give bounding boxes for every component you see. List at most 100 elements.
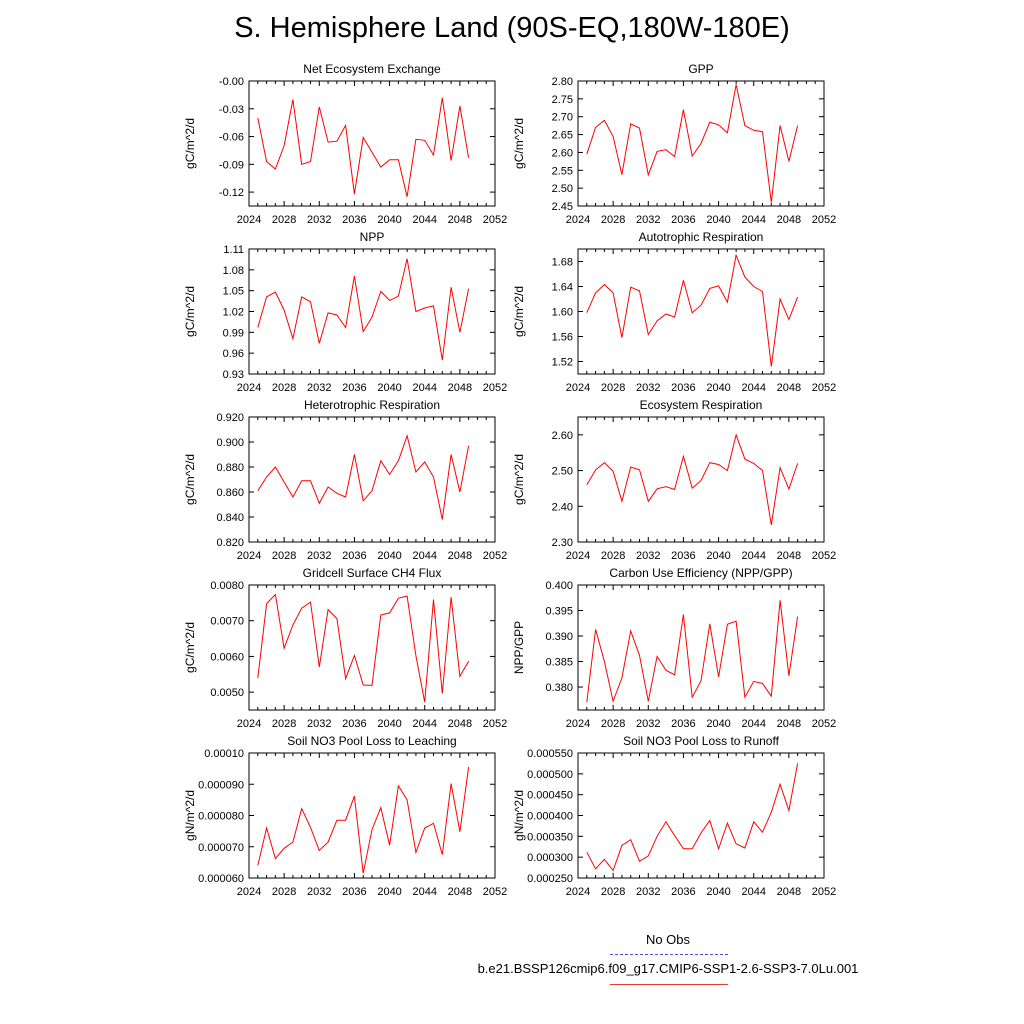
x-tick-label-npp: 2040 — [377, 382, 401, 394]
panel-frame-gridcell-surface-ch4-flux — [248, 584, 496, 711]
y-tick-label-gpp: 2.60 — [552, 147, 573, 159]
panel-title-gridcell-surface-ch4-flux: Gridcell Surface CH4 Flux — [303, 566, 442, 580]
x-tick-label-soil-no3-pool-loss-to-runoff: 2028 — [601, 886, 625, 898]
x-tick-label-carbon-use-efficiency-npp-gpp: 2044 — [741, 718, 765, 730]
x-tick-label-gpp: 2036 — [671, 214, 695, 226]
x-tick-label-net-ecosystem-exchange: 2040 — [377, 214, 401, 226]
y-axis-label-net-ecosystem-exchange: gC/m^2/d — [183, 118, 197, 169]
x-tick-label-npp: 2048 — [448, 382, 472, 394]
y-tick-label-gridcell-surface-ch4-flux: 0.0050 — [210, 687, 244, 699]
y-axis-label-npp: gC/m^2/d — [183, 286, 197, 337]
y-tick-label-carbon-use-efficiency-npp-gpp: 0.395 — [545, 606, 573, 618]
series-line-net-ecosystem-exchange — [257, 97, 470, 197]
y-tick-label-gpp: 2.70 — [552, 112, 573, 124]
y-tick-label-npp: 1.02 — [223, 307, 244, 319]
x-tick-label-carbon-use-efficiency-npp-gpp: 2036 — [671, 718, 695, 730]
x-tick-label-npp: 2024 — [237, 382, 261, 394]
y-tick-label-ecosystem-respiration: 2.60 — [552, 430, 573, 442]
series-line-autotrophic-respiration — [586, 253, 799, 367]
y-tick-label-net-ecosystem-exchange: -0.09 — [219, 159, 244, 171]
series-line-soil-no3-pool-loss-to-leaching — [257, 767, 470, 874]
x-tick-label-gridcell-surface-ch4-flux: 2028 — [272, 718, 296, 730]
x-tick-label-gridcell-surface-ch4-flux: 2048 — [448, 718, 472, 730]
x-tick-label-gridcell-surface-ch4-flux: 2044 — [412, 718, 436, 730]
x-tick-label-autotrophic-respiration: 2048 — [777, 382, 801, 394]
legend-obs-swatch — [610, 954, 728, 955]
x-tick-label-carbon-use-efficiency-npp-gpp: 2032 — [636, 718, 660, 730]
y-axis-label-autotrophic-respiration: gC/m^2/d — [512, 286, 526, 337]
y-tick-label-soil-no3-pool-loss-to-runoff: 0.000300 — [527, 852, 573, 864]
panel-frame-carbon-use-efficiency-npp-gpp — [577, 584, 825, 711]
y-tick-label-carbon-use-efficiency-npp-gpp: 0.400 — [545, 580, 573, 592]
y-axis-label-soil-no3-pool-loss-to-leaching: gN/m^2/d — [183, 790, 197, 841]
y-tick-label-gpp: 2.65 — [552, 130, 573, 142]
series-line-heterotrophic-respiration — [257, 434, 470, 520]
x-tick-label-autotrophic-respiration: 2032 — [636, 382, 660, 394]
x-tick-label-ecosystem-respiration: 2052 — [812, 550, 836, 562]
y-axis-label-gpp: gC/m^2/d — [512, 118, 526, 169]
series-line-npp — [257, 258, 470, 361]
y-tick-label-autotrophic-respiration: 1.60 — [552, 307, 573, 319]
x-tick-label-gpp: 2028 — [601, 214, 625, 226]
y-tick-label-ecosystem-respiration: 2.30 — [552, 537, 573, 549]
x-tick-label-soil-no3-pool-loss-to-runoff: 2044 — [741, 886, 765, 898]
y-tick-label-net-ecosystem-exchange: -0.12 — [219, 187, 244, 199]
y-tick-label-ecosystem-respiration: 2.40 — [552, 501, 573, 513]
x-tick-label-gridcell-surface-ch4-flux: 2052 — [483, 718, 507, 730]
x-tick-label-carbon-use-efficiency-npp-gpp: 2052 — [812, 718, 836, 730]
x-tick-label-npp: 2044 — [412, 382, 436, 394]
y-tick-label-npp: 1.11 — [223, 244, 244, 256]
x-tick-label-heterotrophic-respiration: 2032 — [307, 550, 331, 562]
y-tick-label-npp: 0.96 — [223, 348, 244, 360]
x-tick-label-soil-no3-pool-loss-to-runoff: 2032 — [636, 886, 660, 898]
series-line-carbon-use-efficiency-npp-gpp — [586, 600, 799, 704]
x-tick-label-gpp: 2052 — [812, 214, 836, 226]
panel-frame-net-ecosystem-exchange — [248, 80, 496, 207]
legend-case-label: b.e21.BSSP126cmip6.f09_g17.CMIP6-SSP1-2.… — [477, 961, 859, 976]
x-tick-label-net-ecosystem-exchange: 2044 — [412, 214, 436, 226]
x-tick-label-soil-no3-pool-loss-to-leaching: 2036 — [342, 886, 366, 898]
panel-title-soil-no3-pool-loss-to-runoff: Soil NO3 Pool Loss to Runoff — [623, 734, 780, 748]
x-tick-label-heterotrophic-respiration: 2044 — [412, 550, 436, 562]
x-tick-label-heterotrophic-respiration: 2024 — [237, 550, 261, 562]
y-axis-label-carbon-use-efficiency-npp-gpp: NPP/GPP — [512, 621, 526, 674]
x-tick-label-soil-no3-pool-loss-to-runoff: 2036 — [671, 886, 695, 898]
y-tick-label-carbon-use-efficiency-npp-gpp: 0.390 — [545, 631, 573, 643]
y-axis-label-heterotrophic-respiration: gC/m^2/d — [183, 454, 197, 505]
series-line-gridcell-surface-ch4-flux — [257, 593, 470, 703]
x-tick-label-soil-no3-pool-loss-to-leaching: 2032 — [307, 886, 331, 898]
y-tick-label-heterotrophic-respiration: 0.880 — [216, 462, 244, 474]
x-tick-label-npp: 2028 — [272, 382, 296, 394]
x-tick-label-net-ecosystem-exchange: 2032 — [307, 214, 331, 226]
x-tick-label-carbon-use-efficiency-npp-gpp: 2024 — [566, 718, 590, 730]
legend-obs-label: No Obs — [645, 932, 691, 947]
y-tick-label-gridcell-surface-ch4-flux: 0.0080 — [210, 580, 244, 592]
x-tick-label-autotrophic-respiration: 2028 — [601, 382, 625, 394]
panel-title-carbon-use-efficiency-npp-gpp: Carbon Use Efficiency (NPP/GPP) — [609, 566, 792, 580]
panel-title-autotrophic-respiration: Autotrophic Respiration — [639, 230, 764, 244]
y-tick-label-soil-no3-pool-loss-to-runoff: 0.000550 — [527, 748, 573, 760]
x-tick-label-autotrophic-respiration: 2052 — [812, 382, 836, 394]
x-tick-label-autotrophic-respiration: 2044 — [741, 382, 765, 394]
y-tick-label-soil-no3-pool-loss-to-runoff: 0.000400 — [527, 811, 573, 823]
x-tick-label-gridcell-surface-ch4-flux: 2032 — [307, 718, 331, 730]
panel-title-net-ecosystem-exchange: Net Ecosystem Exchange — [303, 62, 441, 76]
x-tick-label-gpp: 2040 — [706, 214, 730, 226]
x-tick-label-ecosystem-respiration: 2048 — [777, 550, 801, 562]
y-tick-label-heterotrophic-respiration: 0.820 — [216, 537, 244, 549]
y-tick-label-carbon-use-efficiency-npp-gpp: 0.385 — [545, 657, 573, 669]
legend-case-swatch — [610, 984, 728, 985]
x-tick-label-net-ecosystem-exchange: 2024 — [237, 214, 261, 226]
x-tick-label-carbon-use-efficiency-npp-gpp: 2028 — [601, 718, 625, 730]
y-tick-label-npp: 0.93 — [223, 369, 244, 381]
series-line-soil-no3-pool-loss-to-runoff — [586, 763, 799, 872]
y-tick-label-net-ecosystem-exchange: -0.00 — [219, 76, 244, 88]
x-tick-label-heterotrophic-respiration: 2028 — [272, 550, 296, 562]
x-tick-label-npp: 2036 — [342, 382, 366, 394]
x-tick-label-soil-no3-pool-loss-to-leaching: 2028 — [272, 886, 296, 898]
y-tick-label-gridcell-surface-ch4-flux: 0.0060 — [210, 651, 244, 663]
x-tick-label-soil-no3-pool-loss-to-runoff: 2052 — [812, 886, 836, 898]
panel-title-heterotrophic-respiration: Heterotrophic Respiration — [304, 398, 440, 412]
x-tick-label-gridcell-surface-ch4-flux: 2036 — [342, 718, 366, 730]
x-tick-label-soil-no3-pool-loss-to-runoff: 2040 — [706, 886, 730, 898]
